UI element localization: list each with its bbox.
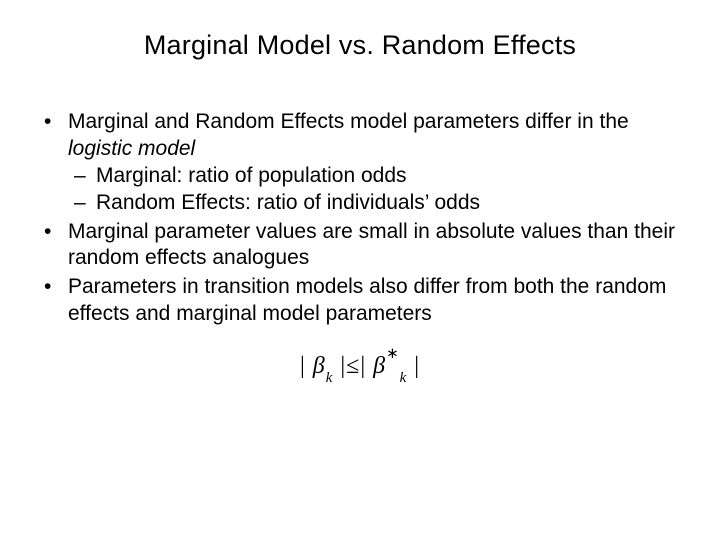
sub-bullet-item: Marginal: ratio of population odds [68,163,680,190]
bullet-item: Marginal and Random Effects model parame… [34,109,680,217]
formula-sup: ∗ [386,346,399,362]
bullet-item: Marginal parameter values are small in a… [34,219,680,273]
formula-bar: | [300,353,306,379]
bullet-list: Marginal and Random Effects model parame… [34,109,680,328]
slide: Marginal Model vs. Random Effects Margin… [0,0,720,540]
bullet-text-italic: logistic model [68,137,195,160]
bullet-text: Parameters in transition models also dif… [68,275,666,325]
sub-bullet-item: Random Effects: ratio of individuals’ od… [68,190,680,217]
sub-bullet-text: Marginal: ratio of population odds [96,164,407,187]
formula-beta: β [313,353,326,379]
formula-sub: k [326,370,334,386]
formula-beta: β [373,353,386,379]
formula-bar: | [414,353,420,379]
formula-op: ≤ [346,353,360,379]
sub-bullet-text: Random Effects: ratio of individuals’ od… [96,191,480,214]
bullet-item: Parameters in transition models also dif… [34,274,680,328]
bullet-text: Marginal and Random Effects model parame… [68,110,629,133]
formula-bar: | [360,353,366,379]
formula-sub: k [400,370,408,386]
formula: | βk |≤| β∗k | [40,350,680,384]
slide-title: Marginal Model vs. Random Effects [40,30,680,61]
bullet-text: Marginal parameter values are small in a… [68,220,675,270]
sub-bullet-list: Marginal: ratio of population odds Rando… [68,163,680,217]
